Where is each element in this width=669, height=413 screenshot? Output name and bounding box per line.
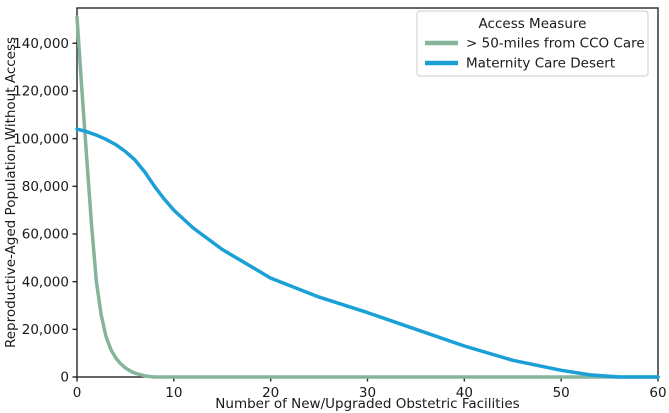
x-tick-label: 30	[359, 385, 376, 401]
legend-label: Maternity Care Desert	[466, 56, 615, 72]
y-tick-label: 20,000	[22, 322, 69, 338]
x-tick-label: 50	[553, 385, 570, 401]
y-tick-label: 80,000	[22, 179, 69, 195]
y-axis-label: Reproductive-Aged Population Without Acc…	[3, 37, 19, 348]
y-tick-label: 100,000	[13, 131, 69, 147]
y-tick-label: 60,000	[22, 227, 69, 243]
x-tick-label: 40	[456, 385, 473, 401]
x-axis-label: Number of New/Upgraded Obstetric Facilit…	[215, 396, 519, 412]
y-tick-label: 0	[60, 370, 69, 386]
y-tick-label: 140,000	[13, 36, 69, 52]
legend-title: Access Measure	[479, 16, 587, 32]
legend-box	[416, 10, 649, 77]
x-tick-label: 10	[165, 385, 182, 401]
x-tick-label: 0	[73, 385, 82, 401]
x-tick-label: 20	[262, 385, 279, 401]
x-tick-label: 60	[649, 385, 666, 401]
y-tick-label: 120,000	[13, 84, 69, 100]
series-line-cco-care	[75, 15, 660, 379]
series-line-maternity-desert	[75, 127, 660, 379]
legend-label: > 50-miles from CCO Care	[466, 36, 645, 52]
y-tick-label: 40,000	[22, 274, 69, 290]
